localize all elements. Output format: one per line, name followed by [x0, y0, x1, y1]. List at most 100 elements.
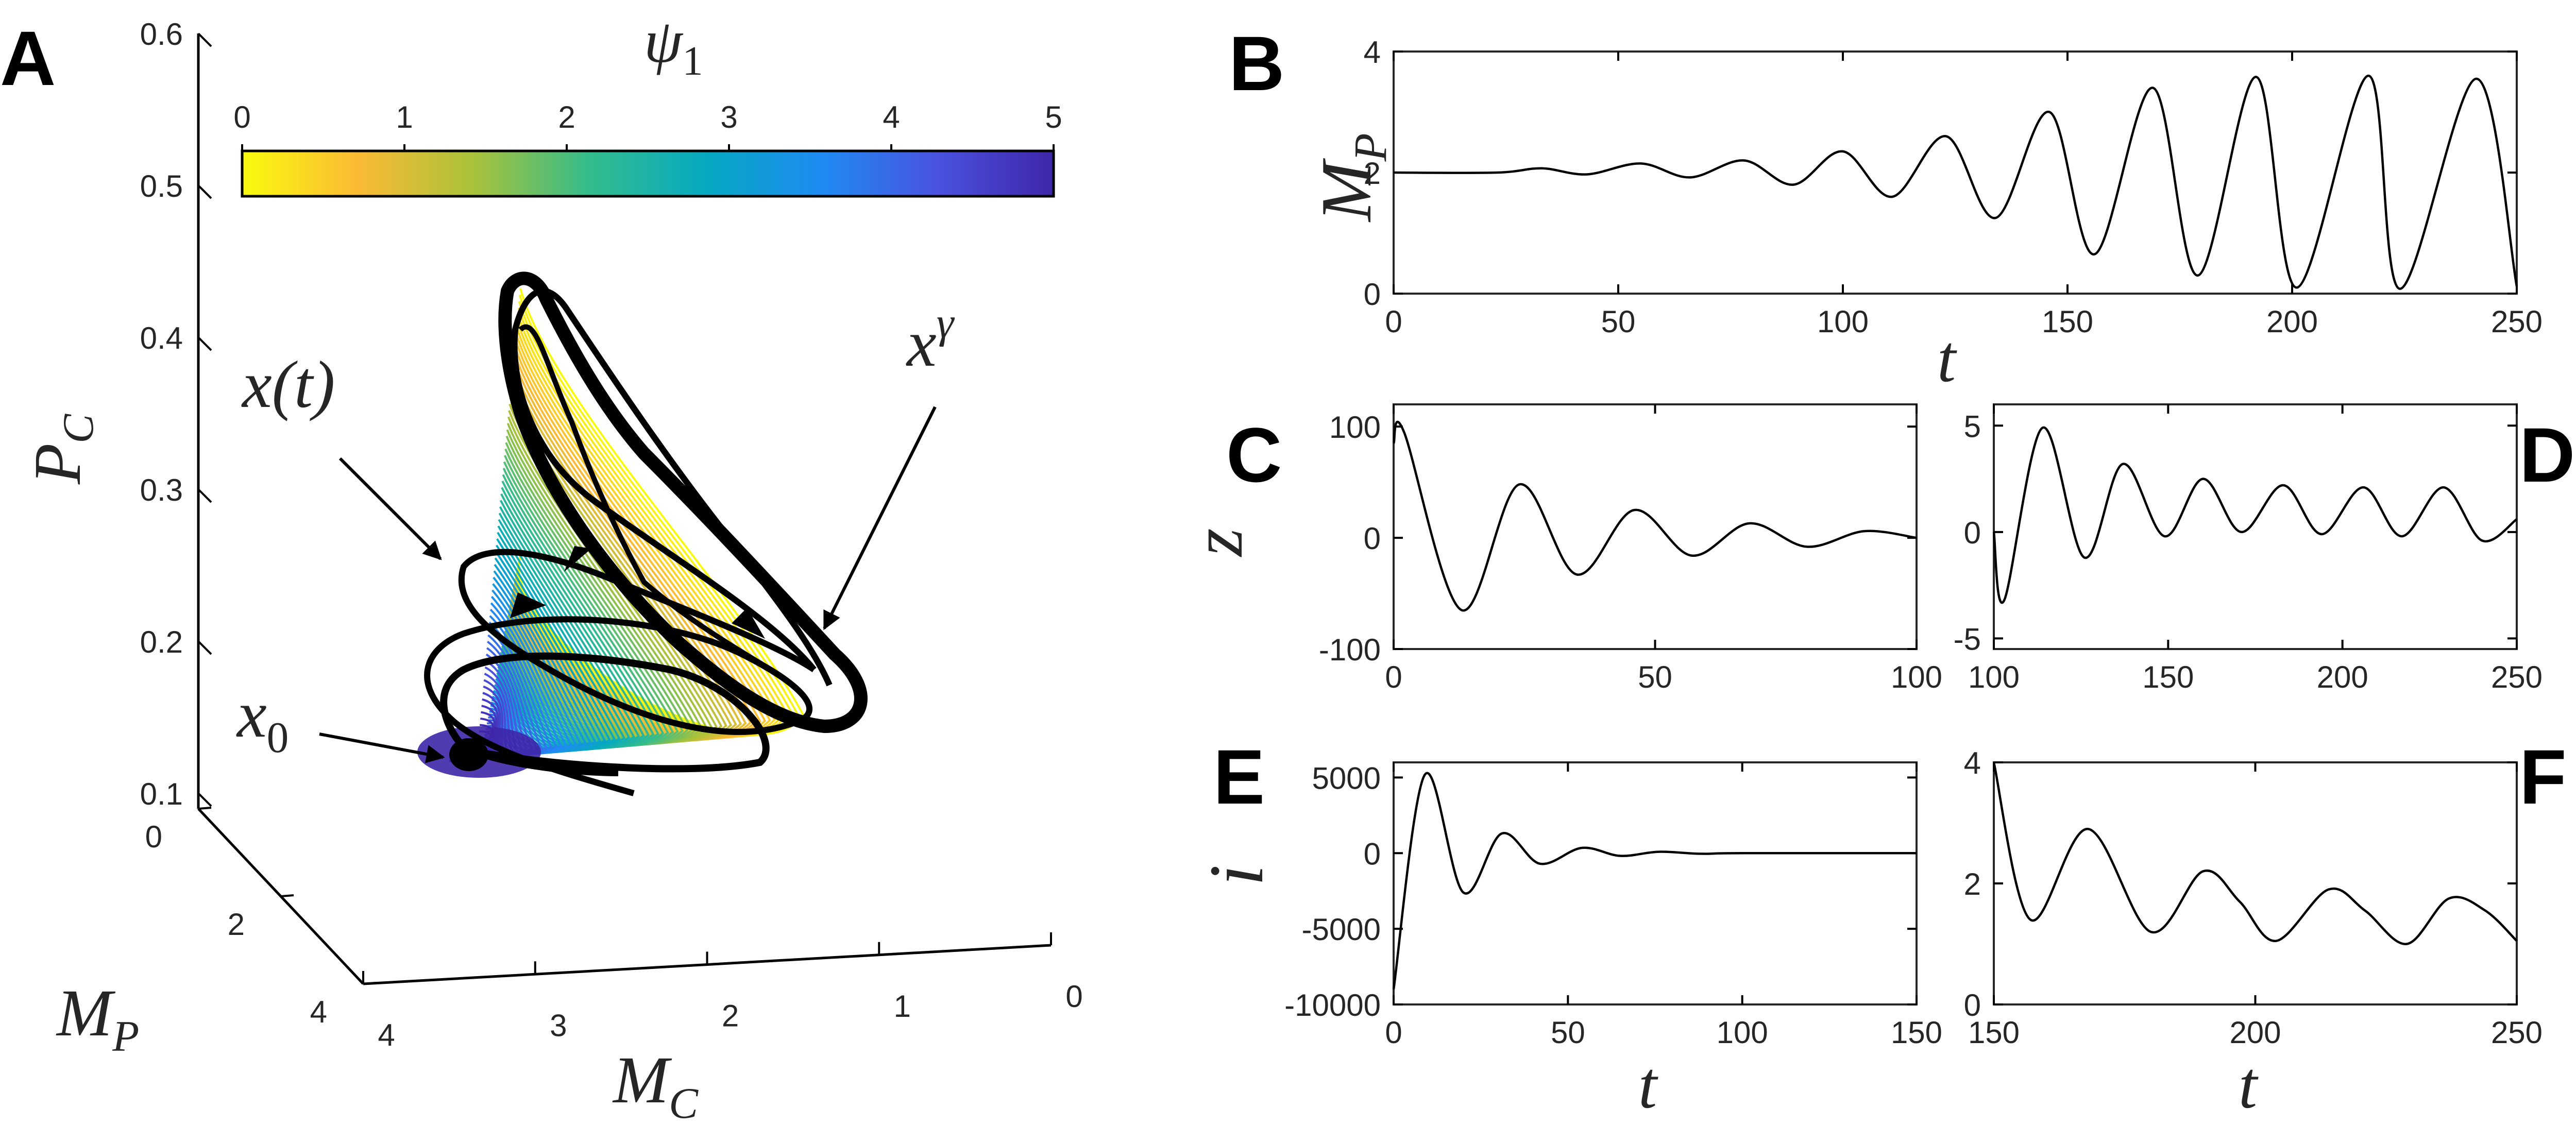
- z-axis-tick-label: 0.4: [140, 321, 183, 355]
- annotation-x-gamma-label: xγ: [906, 299, 955, 381]
- y-tick-label: -5: [1954, 622, 1981, 656]
- x-tick-label: 150: [2042, 304, 2093, 339]
- x-tick-label: 50: [1638, 660, 1672, 694]
- helix-orbit: [491, 589, 577, 754]
- colorbar-tick-label: 5: [1045, 100, 1062, 134]
- panel-b-xlabel: t: [1937, 322, 1957, 396]
- helix-orbit: [490, 602, 568, 755]
- panel-label-b: B: [1229, 20, 1284, 107]
- panel-label-e: E: [1213, 734, 1265, 820]
- z-axis-tick: [197, 640, 212, 655]
- series-line: [1992, 427, 2518, 604]
- x-axis-tick-label: 1: [894, 989, 911, 1024]
- plot-frame: [1393, 761, 1918, 1005]
- axes-3d: 0.6 0.5 0.4 0.3 0.2 0.1 0 2 4 4 3 2 1 0 PC MP MC: [21, 17, 1083, 1125]
- panel-c-ylabel: z: [1178, 529, 1258, 557]
- x-tick-label: 150: [1968, 1015, 2020, 1050]
- annotation-x0-arrow: [319, 732, 445, 763]
- annotation-x0-label: x0: [236, 677, 289, 762]
- panel-f-xlabel: t: [2239, 1048, 2259, 1122]
- z-axis-tick-label: 0.2: [140, 625, 183, 659]
- x-tick-label: 0: [1385, 660, 1402, 694]
- panel-f: F t 150 200 250 0 2 4: [1964, 734, 2567, 1122]
- limit-cycle-x-gamma: [498, 271, 868, 734]
- z-axis-tick: [197, 32, 212, 47]
- x-tick-label: 50: [1601, 304, 1636, 339]
- colorbar-tick-label: 3: [720, 100, 737, 134]
- x-tick-label: 0: [1385, 304, 1402, 339]
- z-axis-tick-label: 0.1: [140, 777, 183, 811]
- colorbar-gradient: [241, 149, 1055, 198]
- annotation-x-gamma: xγ: [823, 299, 955, 630]
- y-axis-tick-label: 4: [310, 995, 327, 1029]
- helix-orbit: [504, 448, 684, 745]
- colorbar-tick-label: 1: [396, 100, 413, 134]
- trajectory-arrow-right: [510, 592, 546, 618]
- plot-frame: [1993, 403, 2518, 650]
- y-axis-tick: [363, 982, 377, 985]
- panel-label-a: A: [0, 15, 56, 101]
- x-tick-label: 250: [2491, 1015, 2543, 1050]
- y-axis-tick-label: 2: [228, 907, 245, 942]
- x-tick-label: 100: [1891, 660, 1942, 694]
- annotation-x-t-arrow: [338, 457, 442, 560]
- plot-frame: [1393, 403, 1918, 650]
- annotation-x-t: x(t): [241, 348, 442, 560]
- helix-orbit: [502, 468, 669, 747]
- series-line: [1392, 772, 1917, 990]
- plot-frame: [1993, 761, 2518, 1005]
- series-line: [1992, 762, 2518, 945]
- x-tick-label: 250: [2491, 660, 2543, 694]
- helix-orbit: [498, 519, 631, 750]
- z-axis-label: PC: [21, 414, 103, 485]
- z-axis-tick-label: 0.6: [140, 17, 183, 52]
- z-axis-tick: [197, 184, 212, 199]
- y-tick-label: 0: [1364, 521, 1381, 556]
- helix-orbit: [500, 493, 650, 748]
- y-tick-label: -100: [1319, 633, 1381, 667]
- x-tick-label: 200: [2229, 1015, 2281, 1050]
- y-axis-label: MP: [56, 976, 139, 1061]
- y-tick-label: 0: [1364, 837, 1381, 871]
- trajectory-arrow-down: [732, 608, 765, 639]
- colored-trajectory-helix: [417, 288, 805, 778]
- y-tick-label: 100: [1329, 410, 1381, 445]
- x-tick-label: 0: [1385, 1015, 1402, 1050]
- panel-e: E i t 0 50 100 150 -10000 -5000 0 5000: [1194, 734, 1942, 1122]
- helix-orbit: [489, 615, 558, 756]
- y-tick-label: -5000: [1302, 912, 1381, 947]
- trajectory-arrow-up: [564, 546, 591, 572]
- panel-label-c: C: [1226, 412, 1282, 498]
- colorbar-tick-label: 0: [233, 100, 250, 134]
- trajectory-middle-loops: [424, 549, 816, 796]
- y-tick-label: 0: [1964, 988, 1981, 1022]
- panel-label-f: F: [2519, 734, 2567, 820]
- y-axis-tick: [198, 807, 212, 810]
- x-axis-label: MC: [612, 1043, 699, 1125]
- x-tick-label: 50: [1551, 1015, 1585, 1050]
- panel-d: D 100 150 200 250 -5 0 5: [1954, 403, 2575, 694]
- y-axis-tick-label: 0: [145, 820, 162, 854]
- y-tick-label: 0: [1364, 277, 1381, 312]
- z-axis-tick-label: 0.3: [140, 473, 183, 507]
- y-tick-label: 5: [1964, 409, 1981, 444]
- z-axis-tick: [197, 488, 212, 503]
- panel-b-ylabel: MP: [1307, 133, 1396, 223]
- colorbar-tick-label: 4: [883, 100, 900, 134]
- x-axis-tick-label: 4: [378, 1018, 395, 1052]
- y-axis-tick: [280, 894, 294, 897]
- x-tick-label: 100: [1717, 1015, 1768, 1050]
- panel-e-xlabel: t: [1638, 1048, 1658, 1122]
- x-tick-label: 150: [1891, 1015, 1942, 1050]
- helix-orbit: [501, 481, 659, 747]
- trajectory-upper-stroke: [518, 324, 764, 667]
- y-tick-label: 4: [1964, 746, 1981, 780]
- z-axis-tick: [197, 336, 212, 351]
- y-tick-label: 4: [1364, 35, 1381, 70]
- helix-orbit: [497, 532, 621, 751]
- annotation-x-gamma-arrow: [823, 406, 937, 630]
- annotation-x-t-label: x(t): [241, 348, 335, 422]
- panel-e-ylabel: i: [1194, 864, 1279, 886]
